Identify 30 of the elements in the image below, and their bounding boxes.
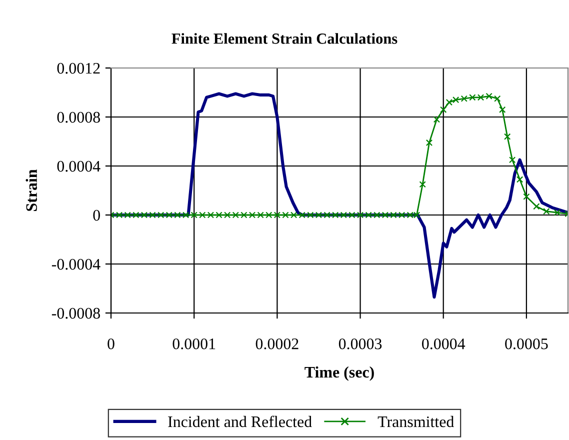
point [426, 139, 433, 146]
point [523, 193, 530, 200]
x-tick-label: 0.0002 [256, 338, 298, 350]
y-tick-label: 0 [93, 210, 100, 221]
x-tick-label: 0.0003 [338, 338, 382, 350]
x-tick-label: 0.0004 [422, 338, 466, 350]
chart-title: Finite Element Strain Calculations [172, 33, 398, 44]
x-tick-label: 0.0005 [505, 338, 548, 350]
y-tick-label: 0.0008 [57, 112, 100, 123]
point [543, 208, 550, 215]
y-tick-label: 0.0004 [57, 160, 100, 172]
point [433, 116, 440, 123]
point [516, 176, 524, 183]
y-axis-title: Strain [26, 169, 37, 211]
point [440, 106, 447, 113]
point [508, 156, 516, 164]
point [499, 106, 506, 113]
y-tick-label: -0.0004 [52, 258, 100, 270]
point [504, 133, 511, 140]
y-tick-label: -0.0008 [52, 308, 100, 319]
x-axis-title: Time (sec) [304, 366, 374, 381]
legend-label: Transmitted [378, 416, 454, 428]
y-tick-label: 0.0012 [57, 62, 100, 74]
point [533, 203, 540, 210]
x-tick-label: 0.0001 [172, 338, 216, 350]
point [554, 209, 561, 216]
point [494, 95, 501, 102]
point [419, 181, 426, 188]
legend-label: Incident and Reflected [168, 416, 312, 428]
x-tick-label: 0 [108, 338, 114, 350]
